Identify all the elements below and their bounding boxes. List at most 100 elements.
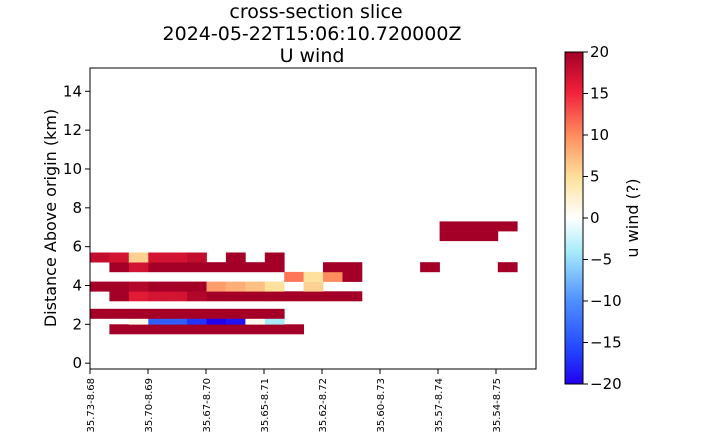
heatmap-cell — [109, 291, 130, 302]
colorbar-tick-label: −20 — [590, 375, 622, 393]
heatmap-cell — [206, 291, 227, 302]
y-tick-label: 0 — [72, 354, 82, 372]
plot-area-frame — [89, 67, 537, 370]
heatmap-cell — [245, 291, 266, 302]
heatmap-cell — [264, 262, 285, 273]
heatmap-cell — [342, 262, 363, 273]
y-tick-label: 8 — [72, 199, 82, 217]
heatmap-cell — [148, 324, 169, 335]
heatmap-cell — [167, 262, 188, 273]
colorbar-tick-label: 0 — [590, 209, 600, 227]
heatmap-cell — [206, 262, 227, 273]
colorbar-tick-label: 15 — [590, 85, 609, 103]
heatmap-cell — [167, 324, 188, 335]
y-axis-label: Distance Above origin (km) — [41, 109, 60, 327]
heatmap-cell — [420, 262, 440, 273]
heatmap-cell — [128, 291, 149, 302]
heatmap-cell — [284, 324, 304, 335]
heatmap-cell — [264, 291, 285, 302]
x-tick-label: 35.67-8.70 — [202, 378, 213, 432]
heatmap-cell — [90, 252, 110, 263]
y-tick-label: 4 — [72, 276, 82, 294]
heatmap-cell — [148, 262, 169, 273]
heatmap-cell — [109, 324, 130, 335]
heatmap-cell — [342, 271, 363, 282]
title-line-1: cross-section slice — [229, 1, 402, 23]
heatmap-cell — [167, 314, 188, 325]
heatmap-cell — [225, 314, 246, 325]
colorbar-tick-label: 20 — [590, 43, 609, 61]
heatmap-cell — [206, 324, 227, 335]
x-axis: 35.73-8.68 35.70-8.69 35.67-8.70 35.65-8.71… — [86, 369, 503, 432]
heatmap-cell — [459, 231, 479, 242]
heatmap-cell — [264, 252, 285, 263]
heatmap-cells — [90, 221, 518, 335]
heatmap-cell — [128, 314, 149, 325]
heatmap-cell — [148, 308, 169, 319]
heatmap-cell — [109, 262, 130, 273]
heatmap-cell — [459, 221, 479, 232]
heatmap-cell — [167, 252, 188, 263]
heatmap-cell — [225, 324, 246, 335]
colorbar-gradient — [564, 51, 584, 385]
heatmap-cell — [245, 262, 266, 273]
heatmap-cell — [225, 291, 246, 302]
heatmap-cell — [478, 231, 499, 242]
heatmap-cell — [342, 291, 363, 302]
title-line-2: 2024-05-22T15:06:10.720000Z — [163, 23, 462, 45]
colorbar-tick-label: 10 — [590, 126, 609, 144]
x-tick-label: 35.57-8.74 — [434, 378, 445, 432]
colorbar-label: u wind (?) — [623, 178, 642, 257]
heatmap-cell — [206, 314, 227, 325]
heatmap-cell — [128, 262, 149, 273]
heatmap-cell — [148, 314, 169, 325]
heatmap-cell — [90, 308, 110, 319]
heatmap-cell — [187, 281, 207, 292]
heatmap-cell — [303, 291, 324, 302]
heatmap-cell — [167, 281, 188, 292]
heatmap-cell — [303, 281, 324, 292]
colorbar: 20 15 10 5 0 −5 −10 −15 −20 u wind (?) — [564, 43, 642, 393]
heatmap-cell — [245, 314, 266, 325]
heatmap-cell — [187, 291, 207, 302]
title-line-3: U wind — [280, 45, 345, 67]
heatmap-cell — [439, 221, 460, 232]
heatmap-cell — [264, 281, 285, 292]
heatmap-cell — [264, 308, 285, 319]
heatmap-cell — [478, 221, 499, 232]
heatmap-cell — [90, 281, 110, 292]
heatmap-cell — [128, 281, 149, 292]
heatmap-cell — [245, 324, 266, 335]
heatmap-cell — [187, 314, 207, 325]
heatmap-cell — [187, 308, 207, 319]
heatmap-cell — [439, 231, 460, 242]
colorbar-tick-label: 5 — [590, 168, 600, 186]
y-tick-label: 12 — [63, 121, 82, 139]
x-tick-label: 35.60-8.73 — [376, 378, 387, 432]
heatmap-cell — [148, 252, 169, 263]
heatmap-cell — [109, 252, 130, 263]
colorbar-ticks: 20 15 10 5 0 −5 −10 −15 −20 — [583, 43, 622, 393]
heatmap-cell — [128, 324, 149, 335]
heatmap-cell — [225, 281, 246, 292]
heatmap-cell — [225, 308, 246, 319]
x-tick-label: 35.62-8.72 — [318, 378, 329, 432]
heatmap-cell — [206, 281, 227, 292]
heatmap-cell — [245, 281, 266, 292]
heatmap-cell — [303, 271, 324, 282]
heatmap-cell — [284, 291, 304, 302]
heatmap-cell — [148, 281, 169, 292]
heatmap-cell — [323, 262, 343, 273]
heatmap-cell — [167, 291, 188, 302]
heatmap-cell — [148, 291, 169, 302]
heatmap-cell — [187, 252, 207, 263]
heatmap-cell — [225, 262, 246, 273]
heatmap-cell — [225, 252, 246, 263]
heatmap-cell — [187, 262, 207, 273]
heatmap-cell — [109, 308, 130, 319]
heatmap-cell — [128, 308, 149, 319]
heatmap-cell — [264, 324, 285, 335]
colorbar-tick-label: −10 — [590, 292, 622, 310]
chart-title: cross-section slice 2024-05-22T15:06:10.… — [163, 1, 462, 67]
